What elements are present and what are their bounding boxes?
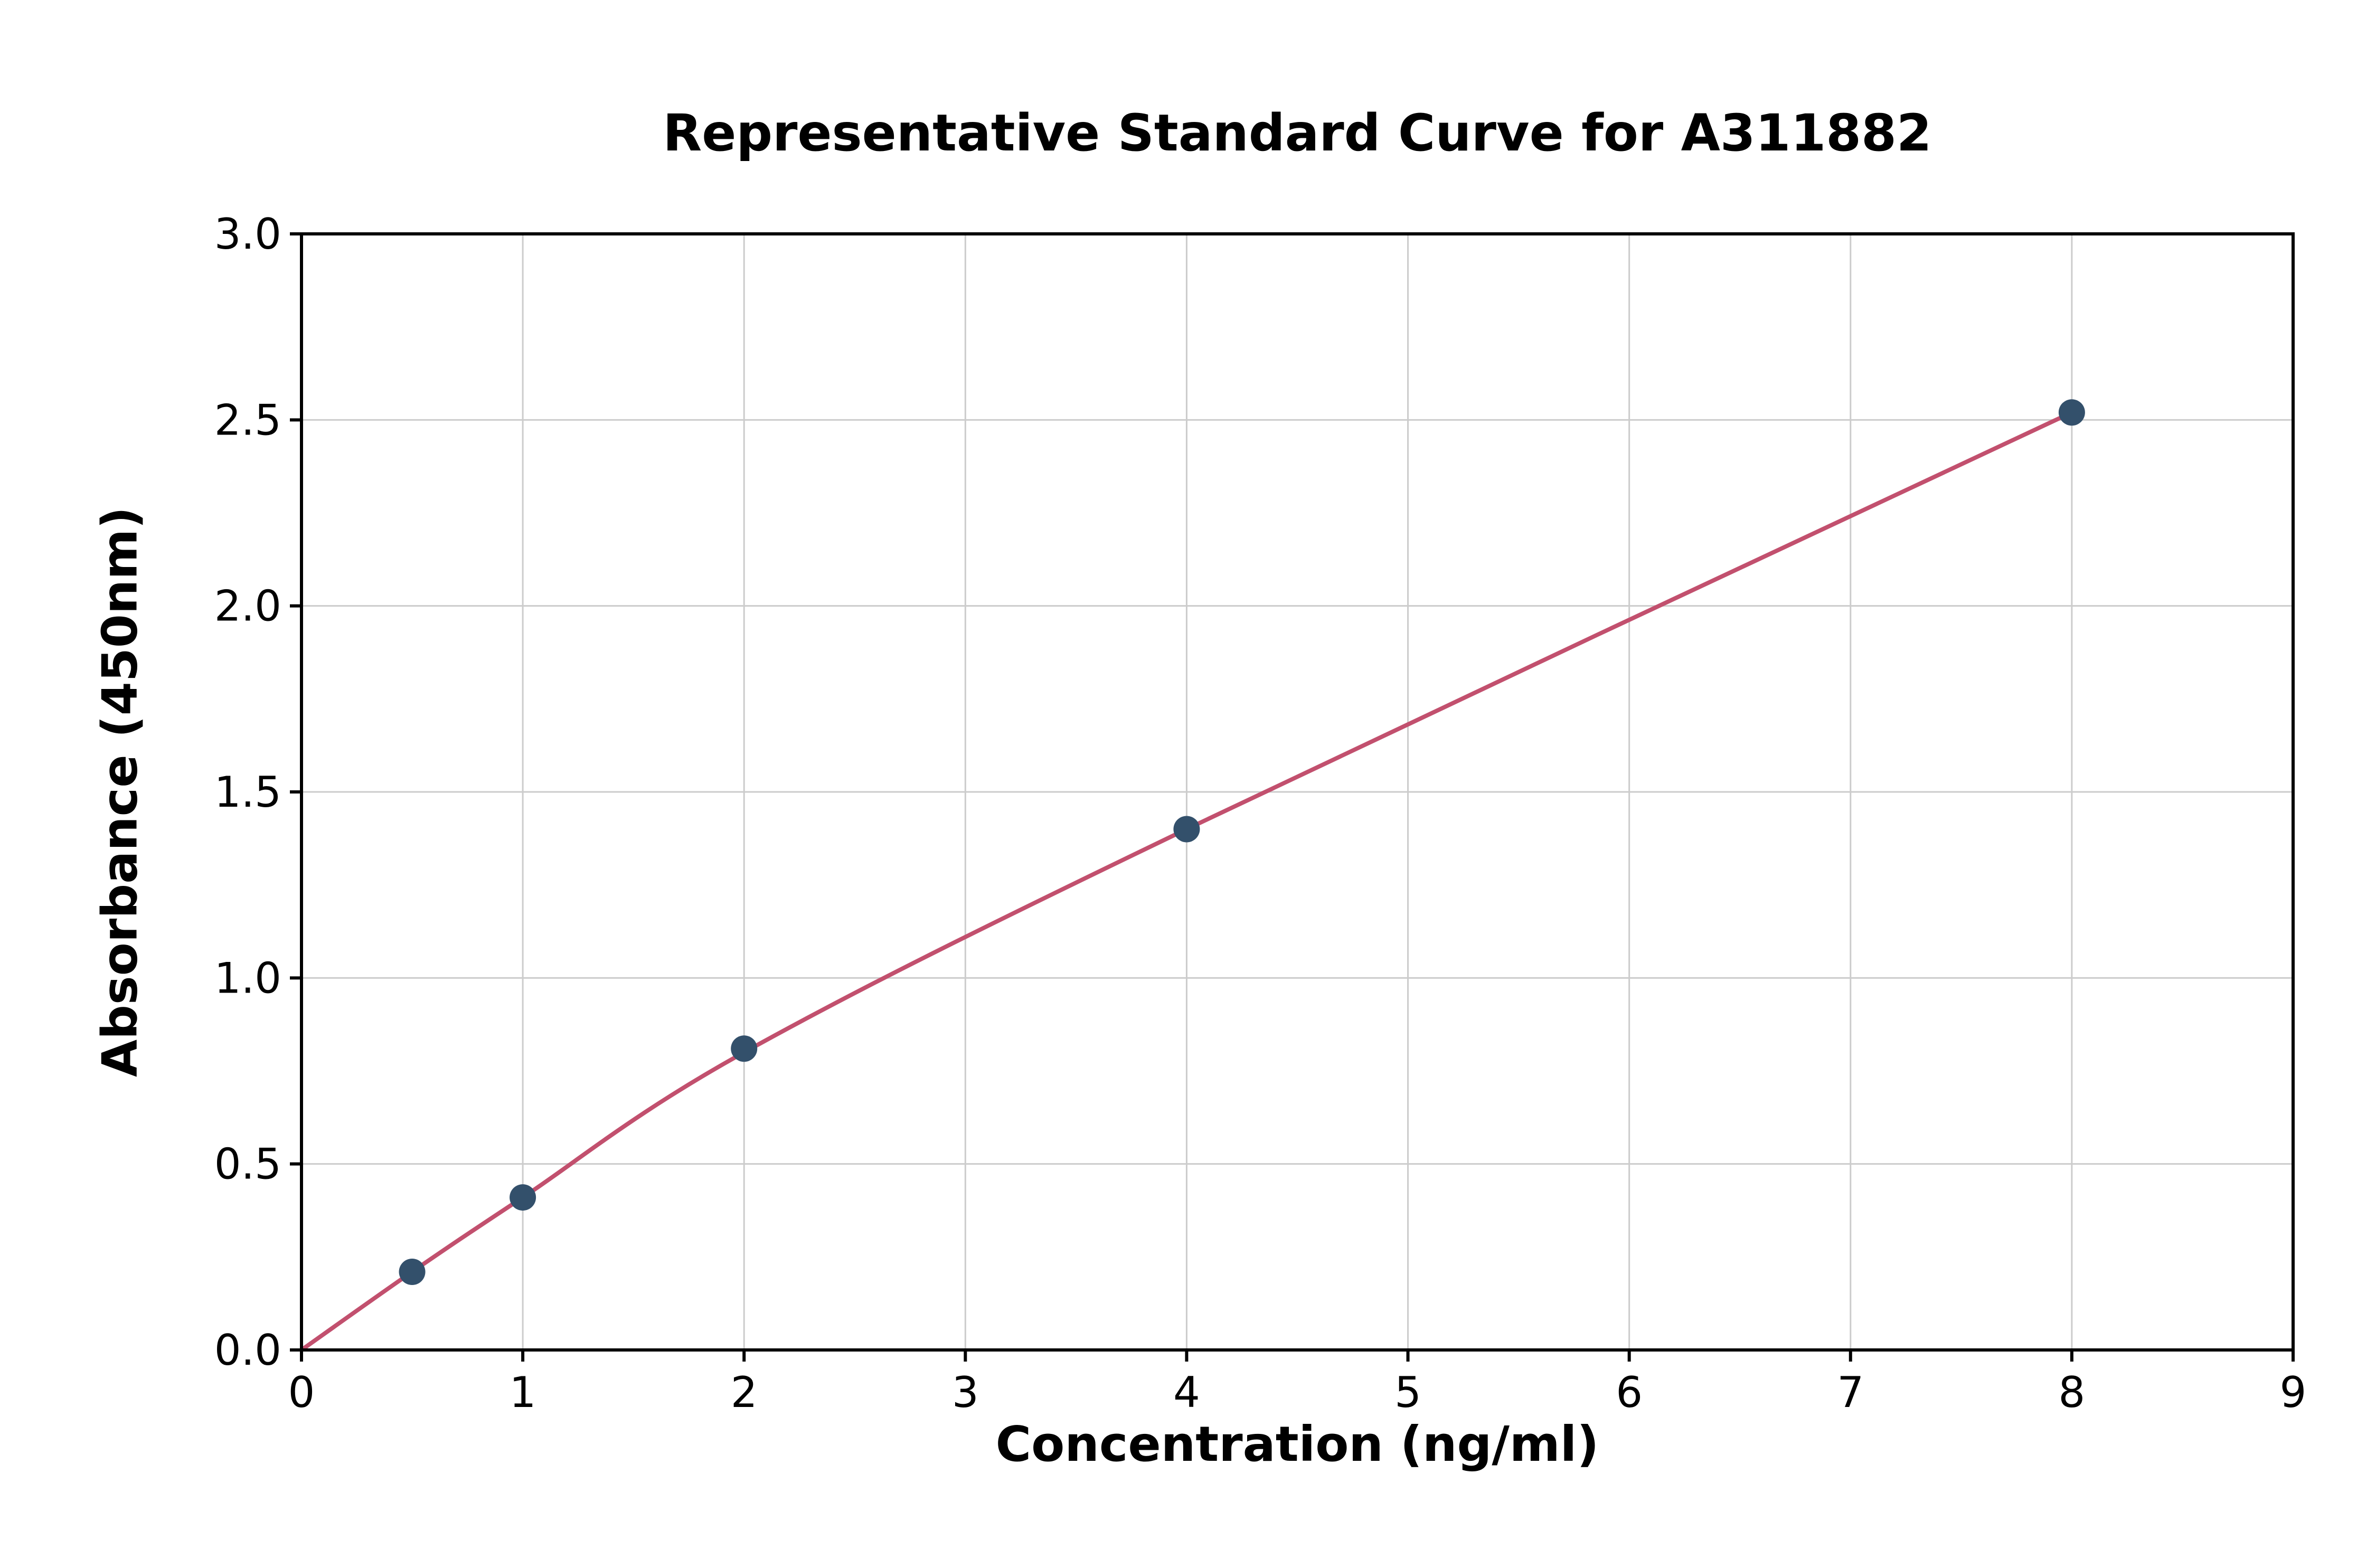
- y-tick-label: 2.5: [214, 395, 281, 445]
- x-tick-label: 7: [1837, 1368, 1864, 1417]
- x-axis-label: Concentration (ng/ml): [995, 1416, 1599, 1472]
- y-tick-label: 3.0: [214, 210, 281, 259]
- data-point: [2058, 399, 2085, 426]
- chart-title: Representative Standard Curve for A31188…: [663, 103, 1932, 163]
- fit-curve: [299, 410, 2074, 1352]
- x-tick-label: 6: [1616, 1368, 1643, 1417]
- y-tick-label: 2.0: [214, 582, 281, 631]
- x-tick-label: 9: [2280, 1368, 2307, 1417]
- y-tick-label: 1.5: [214, 768, 281, 817]
- y-tick-label: 1.0: [214, 953, 281, 1003]
- x-tick-label: 3: [952, 1368, 979, 1417]
- data-point: [510, 1184, 536, 1211]
- x-tick-label: 5: [1394, 1368, 1421, 1417]
- x-tick-label: 8: [2058, 1368, 2085, 1417]
- data-point: [731, 1035, 758, 1062]
- x-tick-label: 2: [731, 1368, 758, 1417]
- x-tick-label: 0: [288, 1368, 315, 1417]
- x-tick-label: 1: [510, 1368, 536, 1417]
- y-tick-label: 0.0: [214, 1326, 281, 1375]
- data-point: [399, 1259, 426, 1286]
- y-tick-label: 0.5: [214, 1140, 281, 1189]
- x-tick-label: 4: [1173, 1368, 1200, 1417]
- data-point: [1173, 816, 1200, 843]
